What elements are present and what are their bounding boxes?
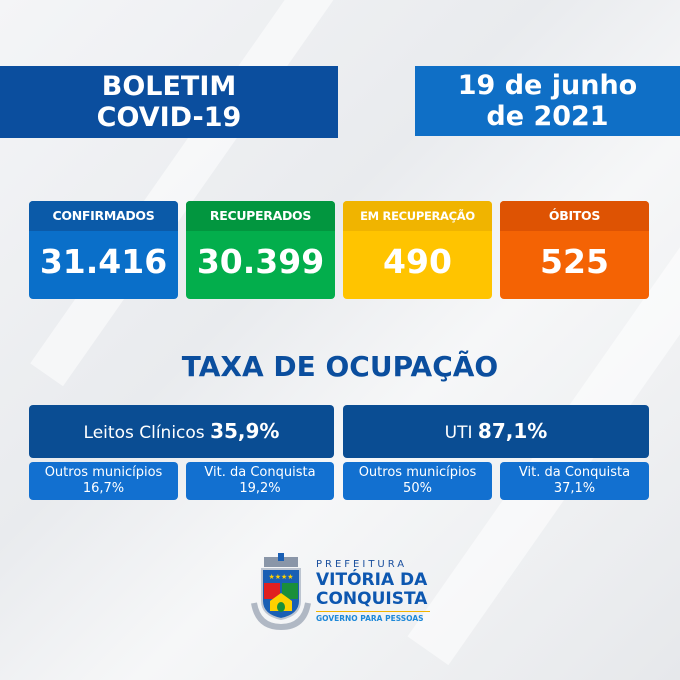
card-em-recuperacao: EM RECUPERAÇÃO 490 (343, 201, 492, 299)
sub-label: Vit. da Conquista (518, 465, 631, 480)
logo-city: VITÓRIA DA CONQUISTA (316, 571, 427, 609)
card-value: 525 (540, 242, 609, 281)
sub-label: Vit. da Conquista (204, 465, 316, 480)
card-value: 490 (383, 242, 452, 281)
clinicos-label: Leitos Clínicos (83, 423, 205, 443)
card-label: CONFIRMADOS (29, 201, 178, 231)
card-label: RECUPERADOS (186, 201, 335, 231)
sub-value: 50% (403, 481, 432, 496)
city-seal-icon: ★★★★ (251, 553, 311, 631)
sub-label: Outros municípios (358, 465, 477, 480)
uti-outros: Outros municípios 50% (343, 462, 492, 500)
card-value: 31.416 (39, 242, 168, 281)
card-label: ÓBITOS (500, 201, 649, 231)
sub-value: 37,1% (553, 481, 596, 496)
clinicos-vit: Vit. da Conquista 19,2% (186, 462, 334, 500)
date-line2: de 2021 (486, 101, 609, 132)
svg-text:★★★★: ★★★★ (268, 573, 293, 581)
logo-prefeitura: PREFEITURA (316, 559, 408, 570)
bulletin-date: 19 de junho de 2021 (415, 66, 680, 136)
card-confirmados: CONFIRMADOS 31.416 (29, 201, 178, 299)
background-stripe (30, 0, 350, 387)
logo-slogan: GOVERNO PARA PESSOAS (316, 611, 430, 623)
clinicos-outros: Outros municípios 16,7% (29, 462, 178, 500)
sub-label: Outros municípios (44, 465, 163, 480)
uti-label: UTI (444, 423, 473, 443)
bulletin-title: BOLETIM COVID-19 (0, 66, 338, 138)
sub-value: 19,2% (239, 481, 281, 496)
date-line1: 19 de junho (457, 70, 638, 101)
logo-line2: VITÓRIA DA (316, 570, 428, 590)
card-obitos: ÓBITOS 525 (500, 201, 649, 299)
card-label: EM RECUPERAÇÃO (343, 201, 492, 231)
sub-value: 16,7% (82, 481, 125, 496)
title-line1: BOLETIM (101, 71, 237, 102)
prefeitura-logo: ★★★★ PREFEITURA VITÓRIA DA CONQUISTA GOV… (250, 553, 440, 631)
title-line2: COVID-19 (96, 102, 242, 133)
clinicos-value: 35,9% (210, 419, 280, 443)
uti-value: 87,1% (477, 419, 548, 443)
uti-vit: Vit. da Conquista 37,1% (500, 462, 649, 500)
logo-line3: CONQUISTA (316, 589, 428, 609)
card-value: 30.399 (196, 242, 325, 281)
occupancy-title: TAXA DE OCUPAÇÃO (181, 350, 499, 383)
uti-total: UTI 87,1% (343, 405, 649, 458)
card-recuperados: RECUPERADOS 30.399 (186, 201, 335, 299)
clinicos-total: Leitos Clínicos 35,9% (29, 405, 334, 458)
